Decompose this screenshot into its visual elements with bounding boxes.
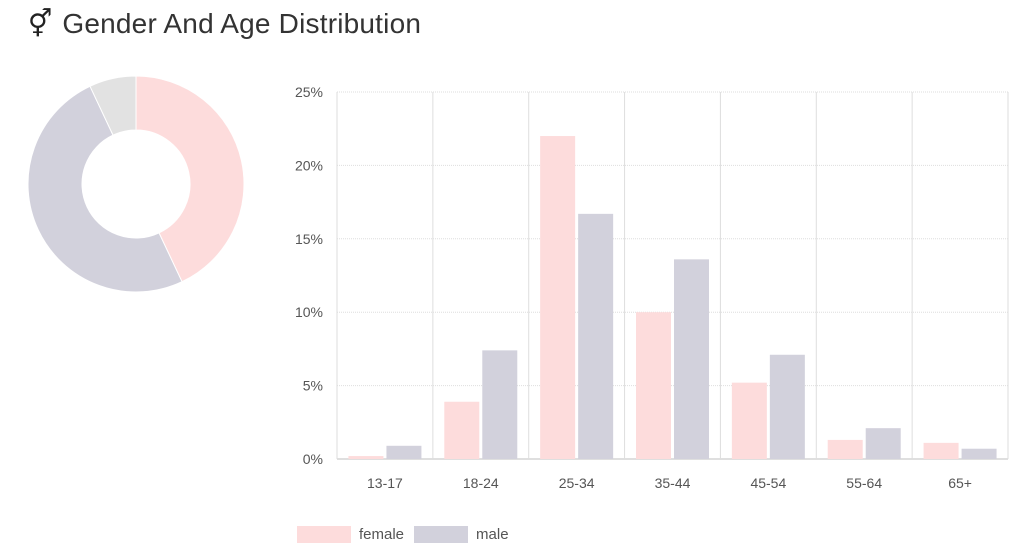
x-tick-label: 55-64 [846,475,882,491]
legend-item-female[interactable]: female [297,526,404,543]
x-tick-label: 25-34 [559,475,595,491]
bar-female-45-54[interactable] [731,382,767,459]
legend-item-male[interactable]: male [414,526,509,543]
bar-male-55-64[interactable] [865,428,901,459]
gender-donut-chart [28,75,245,293]
donut-slice-female[interactable] [135,75,245,283]
x-tick-label: 35-44 [655,475,691,491]
bar-male-25-34[interactable] [578,213,614,459]
x-tick-label: 45-54 [750,475,786,491]
x-tick-label: 18-24 [463,475,499,491]
chart-header: ⚥ Gender And Age Distribution [28,4,421,44]
page-title: Gender And Age Distribution [62,8,422,39]
bar-female-25-34[interactable] [540,136,576,459]
bar-female-65+[interactable] [923,442,959,459]
gender-icon: ⚥ [28,8,53,40]
bar-male-18-24[interactable] [482,350,518,459]
bar-male-13-17[interactable] [386,445,422,459]
legend-label-female: female [359,526,405,543]
bar-female-55-64[interactable] [827,439,863,459]
bar-male-65+[interactable] [961,448,997,459]
bar-male-45-54[interactable] [769,354,805,459]
x-tick-label: 65+ [948,475,972,491]
donut-slice-male[interactable] [28,85,183,293]
y-tick-label: 10% [295,304,323,320]
y-tick-label: 5% [303,378,323,394]
bar-female-13-17[interactable] [348,456,384,459]
x-tick-label: 13-17 [367,475,403,491]
legend-swatch-female [297,526,351,543]
bar-female-18-24[interactable] [444,401,480,459]
donut-slice-other[interactable] [89,75,137,136]
y-tick-label: 20% [295,157,323,173]
y-tick-label: 0% [303,451,323,467]
chart-legend: female male [297,526,519,543]
bar-male-35-44[interactable] [674,259,709,459]
y-tick-label: 15% [295,231,323,247]
bar-female-35-44[interactable] [636,312,671,459]
legend-label-male: male [476,526,509,543]
age-bar-chart: 0% 5% 10% 15% 20% 25% 13-17 18-24 25-34 35-44 45-5… [295,84,1009,491]
y-tick-label: 25% [295,84,323,100]
legend-swatch-male [414,526,469,543]
